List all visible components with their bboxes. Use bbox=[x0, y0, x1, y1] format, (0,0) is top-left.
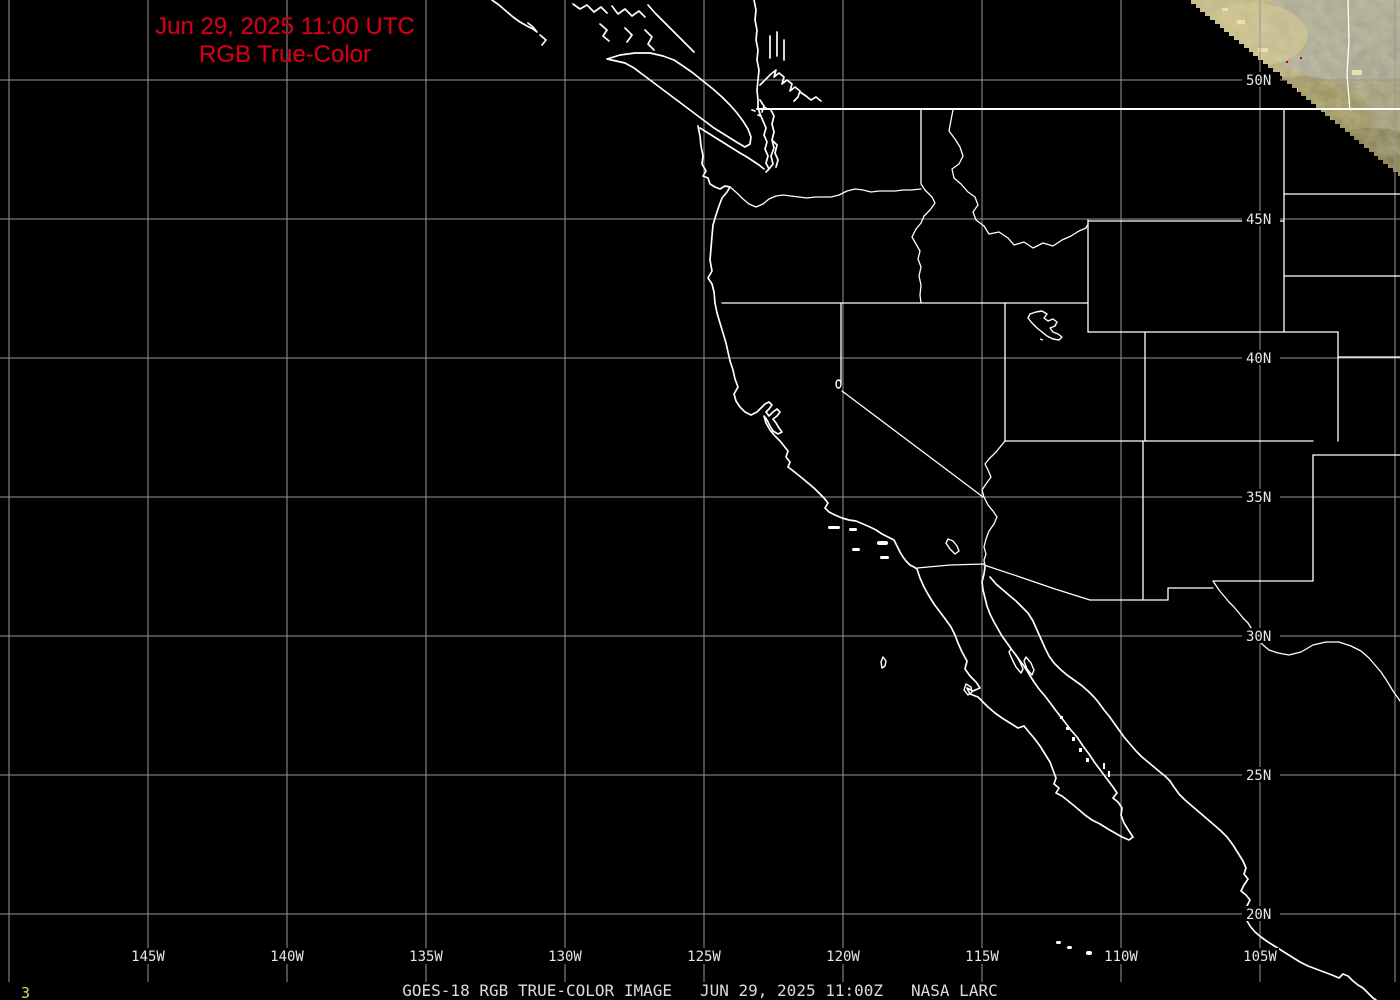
coast-puget-sound bbox=[751, 99, 779, 173]
gulf-island bbox=[1072, 737, 1075, 741]
coast-vancouver-island bbox=[606, 52, 752, 148]
scanline-number: 3 bbox=[21, 984, 31, 1000]
gulf-island bbox=[1108, 771, 1110, 777]
lat-label: 40N bbox=[1246, 351, 1271, 367]
lat-label-bg bbox=[1242, 350, 1280, 365]
lat-label: 50N bbox=[1246, 73, 1271, 89]
lat-label-bg bbox=[1242, 211, 1280, 226]
lon-label: 115W bbox=[965, 949, 999, 965]
gulf-island bbox=[1103, 763, 1105, 769]
lon-label-bg bbox=[963, 948, 1001, 964]
border-ca-nv-diagonal bbox=[841, 390, 984, 498]
lon-label-bg bbox=[685, 948, 723, 964]
lat-label-bg bbox=[1242, 767, 1280, 782]
border-ca-mexico bbox=[916, 563, 985, 569]
small-islands bbox=[828, 526, 1110, 955]
coast-bc-mainland-fjords bbox=[753, 0, 822, 109]
lon-label-bg bbox=[1102, 948, 1140, 964]
border-rio-grande bbox=[1212, 580, 1400, 702]
lat-label: 45N bbox=[1246, 212, 1271, 228]
caption-datetime: JUN 29, 2025 11:00Z bbox=[699, 981, 884, 1000]
lon-label-bg bbox=[407, 948, 445, 964]
isla-angel-de-la-guarda bbox=[1008, 648, 1024, 674]
lon-label-bg bbox=[546, 948, 584, 964]
gulf-island bbox=[1066, 727, 1069, 730]
lon-label-bg bbox=[268, 948, 306, 964]
caption-product: GOES-18 RGB TRUE-COLOR IMAGE bbox=[402, 981, 672, 1000]
channel-island bbox=[880, 556, 889, 559]
gulf-island bbox=[1060, 716, 1063, 719]
bottom-caption: GOES-18 RGB TRUE-COLOR IMAGE JUN 29, 202… bbox=[0, 983, 1400, 999]
coast-wa-or-ca-baja bbox=[697, 125, 1134, 841]
lat-label: 30N bbox=[1246, 629, 1271, 645]
coast-sonora-sinaloa bbox=[989, 576, 1377, 1000]
lon-label: 125W bbox=[687, 949, 721, 965]
title-block: Jun 29, 2025 11:00 UTC RGB True-Color bbox=[130, 13, 440, 69]
lakes-and-islands bbox=[835, 310, 1063, 696]
border-az-mexico bbox=[983, 564, 1091, 601]
channel-island bbox=[849, 528, 857, 531]
graticule-labels: 145W 140W 135W 130W 125W 120W 115W 110W 105W 50N 4… bbox=[129, 72, 1280, 965]
lat-label-bg bbox=[1242, 489, 1280, 504]
lat-label-bg bbox=[1242, 72, 1280, 87]
lon-label: 145W bbox=[131, 949, 165, 965]
islas-marias bbox=[1067, 946, 1072, 949]
caption-credit: NASA LARC bbox=[911, 981, 998, 1000]
lat-label: 25N bbox=[1246, 768, 1271, 784]
border-id-mt bbox=[948, 109, 1089, 249]
isla-cedros bbox=[963, 683, 973, 696]
product-label: RGB True-Color bbox=[198, 41, 372, 68]
timestamp-label: Jun 29, 2025 11:00 UTC bbox=[155, 13, 415, 40]
salton-sea bbox=[945, 538, 960, 555]
lon-label-bg bbox=[1241, 948, 1279, 964]
lat-label-bg bbox=[1242, 906, 1280, 921]
border-wa-or bbox=[729, 186, 922, 208]
lon-label: 130W bbox=[548, 949, 582, 965]
islas-marias bbox=[1056, 941, 1061, 944]
lon-label: 110W bbox=[1104, 949, 1138, 965]
border-nm-mexico bbox=[1089, 587, 1214, 601]
lon-label: 120W bbox=[826, 949, 860, 965]
lat-label: 35N bbox=[1246, 490, 1271, 506]
channel-island bbox=[877, 541, 888, 545]
lon-label-bg bbox=[129, 948, 167, 964]
border-colorado-river bbox=[981, 440, 1006, 567]
border-wa-id-snake bbox=[911, 109, 936, 304]
gulf-island bbox=[1086, 758, 1089, 762]
lon-label: 135W bbox=[409, 949, 443, 965]
lat-label-bg bbox=[1242, 628, 1280, 643]
lake-tahoe bbox=[835, 379, 842, 389]
isla-tiburon bbox=[1023, 656, 1035, 676]
border-sk-mb bbox=[1346, 0, 1351, 111]
isla-guadalupe bbox=[880, 656, 887, 669]
coast-juan-de-fuca bbox=[699, 127, 765, 170]
lon-label: 140W bbox=[270, 949, 304, 965]
great-salt-lake bbox=[1027, 310, 1063, 341]
coastlines bbox=[491, 0, 1377, 1000]
lon-label-bg bbox=[824, 948, 862, 964]
political-borders bbox=[721, 0, 1400, 702]
channel-island bbox=[852, 548, 860, 551]
lat-label: 20N bbox=[1246, 907, 1271, 923]
gulf-island bbox=[1079, 748, 1082, 752]
lon-label: 105W bbox=[1243, 949, 1277, 965]
islas-marias bbox=[1086, 951, 1092, 955]
coast-bc-north-fragments bbox=[491, 0, 695, 53]
channel-island bbox=[828, 526, 840, 529]
